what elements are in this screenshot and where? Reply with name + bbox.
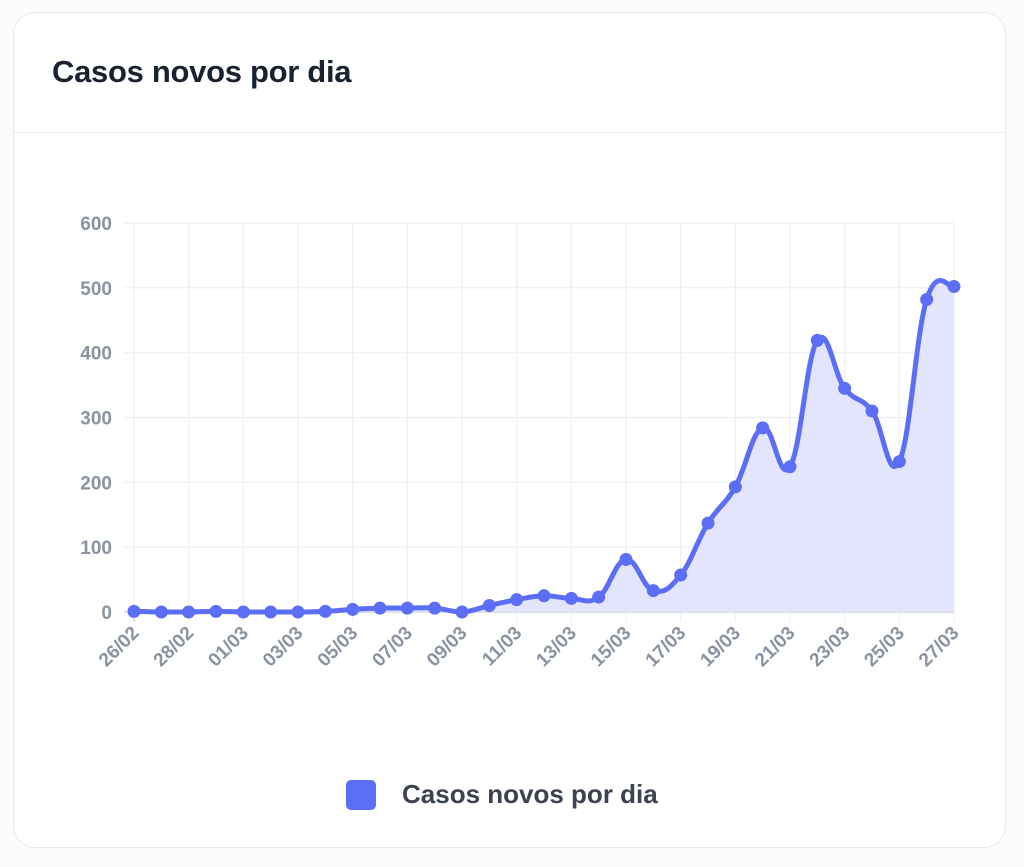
- y-tick-label: 300: [80, 409, 112, 430]
- data-point[interactable]: [154, 605, 168, 619]
- data-point[interactable]: [674, 568, 688, 582]
- data-point[interactable]: [783, 460, 797, 474]
- data-point[interactable]: [865, 404, 879, 418]
- data-point[interactable]: [892, 455, 906, 469]
- data-point[interactable]: [373, 601, 387, 615]
- chart-legend[interactable]: Casos novos por dia: [346, 779, 658, 810]
- x-tick-label: 25/03: [860, 623, 908, 671]
- data-point[interactable]: [756, 421, 770, 435]
- data-point[interactable]: [920, 293, 934, 307]
- x-tick-label: 13/03: [532, 623, 580, 671]
- x-tick-label: 03/03: [259, 623, 307, 671]
- area-fill: [134, 280, 954, 612]
- data-point[interactable]: [182, 605, 196, 619]
- data-point[interactable]: [537, 589, 551, 603]
- data-point[interactable]: [592, 590, 606, 604]
- x-tick-label: 26/02: [95, 623, 143, 671]
- data-point[interactable]: [291, 605, 305, 619]
- x-tick-label: 19/03: [696, 623, 744, 671]
- data-point[interactable]: [728, 480, 742, 494]
- data-point[interactable]: [455, 605, 469, 619]
- data-point[interactable]: [236, 605, 250, 619]
- data-point[interactable]: [810, 333, 824, 347]
- x-axis: 26/02 28/02 01/03 03/03 05/03 07/03 09/03 11/03…: [95, 623, 963, 671]
- y-tick-label: 600: [80, 214, 112, 235]
- data-point[interactable]: [318, 604, 332, 618]
- data-point[interactable]: [400, 601, 414, 615]
- legend-swatch-icon: [346, 779, 376, 810]
- x-tick-label: 07/03: [368, 623, 416, 671]
- x-tick-label: 11/03: [478, 623, 526, 671]
- y-tick-label: 400: [80, 344, 112, 365]
- line-area-chart: 0 100 200 300 400 500 600 26/02 28/02 01/03 03/03…: [80, 214, 963, 671]
- x-tick-label: 09/03: [423, 623, 471, 671]
- data-point[interactable]: [838, 381, 852, 395]
- data-point[interactable]: [564, 591, 578, 605]
- y-tick-label: 200: [80, 473, 112, 494]
- data-point[interactable]: [482, 599, 496, 613]
- x-tick-label: 17/03: [642, 623, 690, 671]
- data-point[interactable]: [947, 280, 961, 294]
- data-point[interactable]: [346, 602, 360, 616]
- legend-label: Casos novos por dia: [402, 779, 658, 809]
- y-axis: 0 100 200 300 400 500 600: [80, 214, 112, 624]
- chart-card: Casos novos por dia 0 100 200 300 400 500 600 …: [13, 12, 1006, 848]
- x-tick-label: 05/03: [314, 623, 362, 671]
- chart-title: Casos novos por dia: [52, 54, 352, 89]
- card-header: Casos novos por dia: [14, 13, 1005, 133]
- x-tick-label: 01/03: [204, 623, 252, 671]
- y-tick-label: 0: [101, 603, 112, 624]
- x-tick-label: 27/03: [915, 623, 963, 671]
- data-point[interactable]: [619, 552, 633, 566]
- x-tick-label: 28/02: [150, 623, 198, 671]
- data-point[interactable]: [209, 604, 223, 618]
- x-tick-label: 21/03: [751, 623, 799, 671]
- x-tick-label: 15/03: [587, 623, 635, 671]
- data-points: [127, 280, 961, 619]
- data-point[interactable]: [701, 516, 715, 530]
- data-point[interactable]: [264, 605, 278, 619]
- data-point[interactable]: [428, 601, 442, 615]
- y-tick-label: 500: [80, 279, 112, 300]
- y-tick-label: 100: [80, 538, 112, 559]
- data-point[interactable]: [646, 584, 660, 598]
- data-point[interactable]: [127, 604, 141, 618]
- x-tick-label: 23/03: [806, 623, 854, 671]
- data-point[interactable]: [510, 593, 524, 607]
